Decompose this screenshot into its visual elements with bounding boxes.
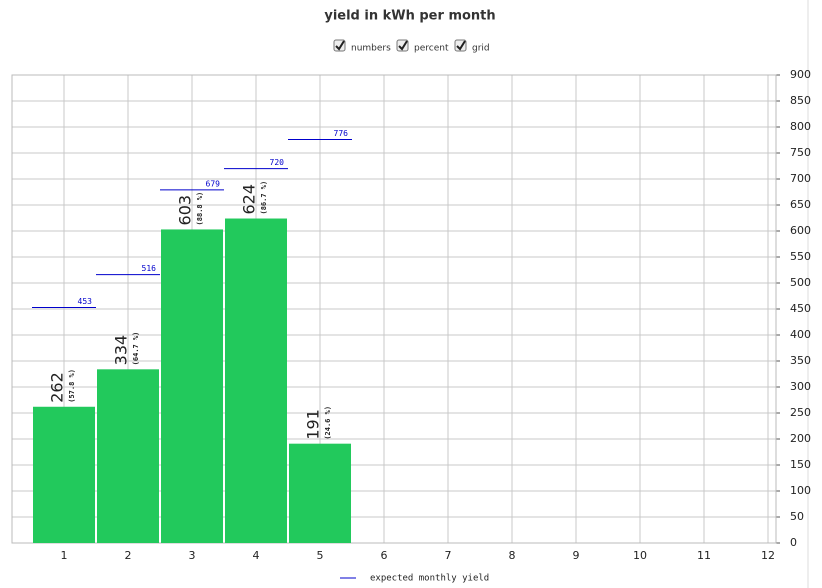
x-tick-label: 1 [61,549,68,562]
y-tick-label: 100 [790,484,811,497]
y-tick-label: 800 [790,120,811,133]
y-tick-label: 50 [790,510,804,523]
x-tick-label: 5 [317,549,324,562]
percent-label: (24.6 %) [324,406,332,440]
y-tick-label: 550 [790,250,811,263]
value-label: 603 [176,195,195,226]
y-tick-label: 350 [790,354,811,367]
y-tick-label: 500 [790,276,811,289]
expected-label: 720 [270,158,285,167]
expected-label: 679 [206,179,221,188]
percent-label: (57.8 %) [68,369,76,403]
value-label: 334 [112,335,131,366]
y-tick-label: 0 [790,536,797,549]
bar [289,443,351,543]
y-tick-label: 750 [790,146,811,159]
percent-label: (86.7 %) [260,181,268,215]
expected-label: 776 [334,129,349,138]
expected-label: 453 [78,297,93,306]
y-tick-label: 650 [790,198,811,211]
plot-frame [11,74,777,544]
x-tick-label: 4 [253,549,260,562]
y-tick-label: 300 [790,380,811,393]
checkbox-label: numbers [351,44,391,54]
y-tick-label: 700 [790,172,811,185]
checkmark [398,40,408,51]
value-label: 262 [48,372,67,403]
y-tick-label: 450 [790,302,811,315]
x-tick-label: 3 [189,549,196,562]
x-tick-label: 2 [125,549,132,562]
chart-title: yield in kWh per month [324,9,495,24]
expected-label: 516 [142,264,157,273]
bar [33,406,95,543]
checkbox-label: percent [414,44,449,54]
percent-label: (64.7 %) [132,332,140,366]
bar [161,229,223,543]
legend-label: expected monthly yield [370,574,489,584]
value-label: 191 [304,409,323,440]
y-tick-label: 400 [790,328,811,341]
value-label: 624 [240,184,259,215]
x-tick-label: 9 [573,549,580,562]
checkmark [456,40,466,51]
y-tick-label: 900 [790,68,811,81]
y-tick-label: 600 [790,224,811,237]
percent-label: (88.8 %) [196,192,204,226]
x-tick-label: 8 [509,549,516,562]
x-tick-label: 11 [697,549,711,562]
bar [225,218,287,543]
checkmark [335,40,345,51]
y-tick-label: 200 [790,432,811,445]
y-tick-label: 250 [790,406,811,419]
x-tick-label: 7 [445,549,452,562]
checkbox-label: grid [472,44,490,54]
y-tick-label: 850 [790,94,811,107]
y-tick-label: 150 [790,458,811,471]
x-tick-label: 10 [633,549,647,562]
x-tick-label: 6 [381,549,388,562]
bar [97,369,159,543]
x-tick-label: 12 [761,549,775,562]
